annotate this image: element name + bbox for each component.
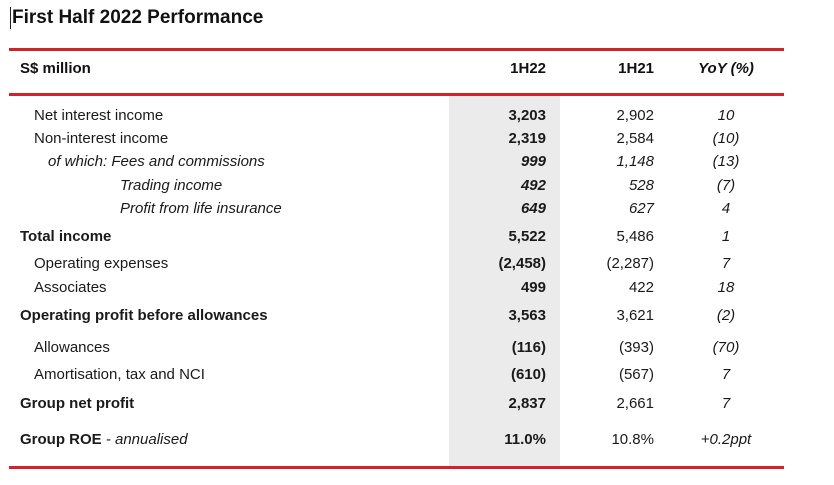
- row-label: Group net profit: [20, 395, 135, 412]
- value-1h22: 3,203: [508, 107, 546, 124]
- row-label: Amortisation, tax and NCI: [34, 366, 205, 383]
- value-1h21: 2,661: [616, 395, 654, 412]
- value-1h22: (2,458): [498, 255, 546, 272]
- table-row: Group ROE - annualised 11.0% 10.8% +0.2p…: [0, 431, 834, 451]
- table-row: Profit from life insurance 649 627 4: [0, 200, 834, 220]
- row-label: Operating profit before allowances: [20, 307, 268, 324]
- value-1h22: (116): [511, 339, 546, 356]
- row-label: Profit from life insurance: [120, 200, 282, 217]
- value-1h22: 2,837: [508, 395, 546, 412]
- value-yoy: 4: [721, 200, 731, 217]
- row-label: Group ROE - annualised: [20, 431, 188, 448]
- unit-header: S$ million: [20, 60, 91, 77]
- roe-label: Group ROE: [20, 431, 102, 448]
- value-1h22: 649: [520, 200, 546, 217]
- row-label: Operating expenses: [34, 255, 169, 272]
- row-label: Non-interest income: [34, 130, 169, 147]
- page-title: First Half 2022 Performance: [10, 7, 264, 29]
- table-row: Trading income 492 528 (7): [0, 177, 834, 197]
- table-row: Total income 5,522 5,486 1: [0, 228, 834, 248]
- table-row: Associates 499 422 18: [0, 279, 834, 299]
- value-1h22: 5,522: [508, 228, 546, 245]
- value-yoy: (10): [712, 130, 740, 147]
- table-row: Amortisation, tax and NCI (610) (567) 7: [0, 366, 834, 386]
- value-yoy: (7): [716, 177, 736, 194]
- value-1h22: 499: [520, 279, 546, 296]
- value-yoy: 7: [721, 366, 731, 383]
- value-yoy: (2): [716, 307, 736, 324]
- row-label: Allowances: [34, 339, 110, 356]
- value-yoy: 7: [721, 395, 731, 412]
- value-1h21: 2,584: [616, 130, 654, 147]
- table-row: Non-interest income 2,319 2,584 (10): [0, 130, 834, 150]
- value-yoy: 10: [717, 107, 735, 124]
- row-label: of which: Fees and commissions: [48, 153, 265, 170]
- table-row: Net interest income 3,203 2,902 10: [0, 107, 834, 127]
- value-yoy: 7: [721, 255, 731, 272]
- value-yoy: 1: [721, 228, 731, 245]
- value-1h22: 2,319: [508, 130, 546, 147]
- value-1h22: 11.0%: [504, 431, 546, 448]
- table-row: Allowances (116) (393) (70): [0, 339, 834, 359]
- value-1h22: 3,563: [508, 307, 546, 324]
- col-header-1h21: 1H21: [618, 60, 654, 77]
- header-rule: [9, 93, 784, 96]
- value-1h21: 5,486: [616, 228, 654, 245]
- value-1h21: 422: [628, 279, 654, 296]
- bottom-rule: [9, 466, 784, 469]
- table-row: of which: Fees and commissions 999 1,148…: [0, 153, 834, 173]
- value-1h22: 999: [520, 153, 546, 170]
- value-1h21: 10.8%: [611, 431, 654, 448]
- value-yoy: (70): [712, 339, 740, 356]
- row-label: Trading income: [120, 177, 223, 194]
- value-1h21: 528: [628, 177, 654, 194]
- row-label: Associates: [34, 279, 107, 296]
- value-1h21: 2,902: [616, 107, 654, 124]
- value-1h21: 627: [628, 200, 654, 217]
- value-1h21: 3,621: [616, 307, 654, 324]
- roe-label-suffix: - annualised: [101, 431, 188, 448]
- col-header-1h22: 1H22: [510, 60, 546, 77]
- value-1h22: 492: [520, 177, 546, 194]
- value-1h21: (2,287): [606, 255, 654, 272]
- table-row: Operating profit before allowances 3,563…: [0, 307, 834, 327]
- table-row: Operating expenses (2,458) (2,287) 7: [0, 255, 834, 275]
- col-header-yoy: YoY (%): [698, 60, 754, 77]
- value-1h21: (567): [618, 366, 654, 383]
- current-period-highlight: [449, 96, 560, 466]
- value-yoy: 18: [717, 279, 735, 296]
- table-row: Group net profit 2,837 2,661 7: [0, 395, 834, 415]
- row-label: Total income: [20, 228, 112, 245]
- row-label: Net interest income: [34, 107, 164, 124]
- value-1h21: (393): [618, 339, 654, 356]
- top-rule: [9, 48, 784, 51]
- value-yoy: +0.2ppt: [700, 431, 752, 448]
- value-1h22: (610): [510, 366, 546, 383]
- value-1h21: 1,148: [616, 153, 654, 170]
- value-yoy: (13): [712, 153, 740, 170]
